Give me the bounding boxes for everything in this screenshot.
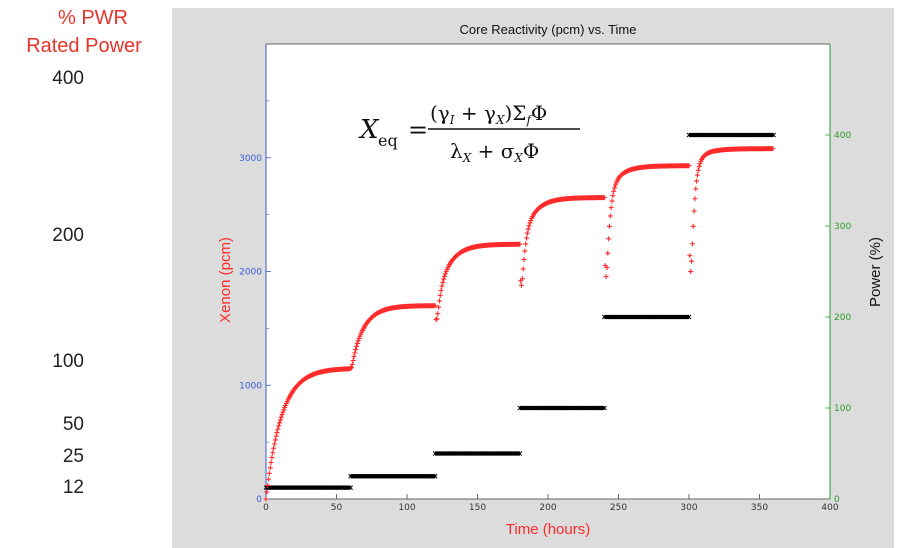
y-axis-label-left: Xenon (pcm) [217,237,234,323]
svg-text:=: = [408,116,428,144]
y-tick-label-left: 2000 [239,268,262,278]
xenon-segment-2 [432,241,522,322]
power-step-0 [263,485,353,490]
x-tick-label: 350 [751,503,768,513]
x-tick-label: 50 [331,503,343,513]
x-axis-label: Time (hours) [506,521,590,538]
power-step-2 [432,451,523,456]
xenon-segment-1 [348,303,437,371]
xenon-segment-3 [517,195,607,288]
power-level-25: 25 [62,446,84,467]
chart-canvas: Core Reactivity (pcm) vs. Time Time (hou… [217,22,884,538]
y-tick-label-right: 100 [834,404,851,414]
x-tick-label: 400 [821,503,838,513]
x-tick-label: 300 [680,503,697,513]
y-tick-label-right: 300 [834,222,851,232]
y-axis-label-right: Power (%) [867,237,884,307]
svg-text:X: X [358,115,380,145]
x-tick-label: 200 [539,503,556,513]
x-axis-ticks: 0 50 100 150 200 250 300 350 400 [263,494,839,513]
xenon-segment-5 [686,146,776,275]
power-level-50: 50 [62,414,84,435]
chart-title: Core Reactivity (pcm) vs. Time [460,22,637,37]
y-tick-label-left: 3000 [239,154,262,164]
x-tick-label: 0 [263,503,269,513]
figure-panel: Core Reactivity (pcm) vs. Time Time (hou… [172,8,894,548]
y-tick-label-left: 0 [256,495,262,505]
power-series [263,132,776,490]
power-step-1 [348,473,438,479]
y-axis-ticks-right: 0 100 200 300 400 [825,44,851,505]
power-step-3 [517,405,607,411]
power-step-4 [602,314,692,320]
x-tick-label: 100 [398,503,415,513]
power-level-200: 200 [52,225,84,246]
side-title-line2: Rated Power [26,35,142,57]
y-axis-ticks-left: 0 1000 2000 3000 [239,44,271,505]
power-step-5 [686,132,776,138]
xenon-segment-0 [263,366,353,502]
power-level-100: 100 [52,351,84,372]
power-level-12: 12 [62,477,84,498]
xenon-series [263,146,776,502]
xenon-segment-4 [601,163,691,280]
plot-area [265,43,831,500]
power-level-400: 400 [52,68,84,89]
x-tick-label: 250 [610,503,627,513]
x-tick-label: 150 [469,503,486,513]
y-tick-label-right: 0 [834,495,840,505]
y-tick-label-left: 1000 [239,381,262,391]
side-title-line1: % PWR [58,7,128,29]
y-tick-label-right: 200 [834,313,851,323]
y-tick-label-right: 400 [834,131,851,141]
svg-text:eq: eq [378,131,398,150]
